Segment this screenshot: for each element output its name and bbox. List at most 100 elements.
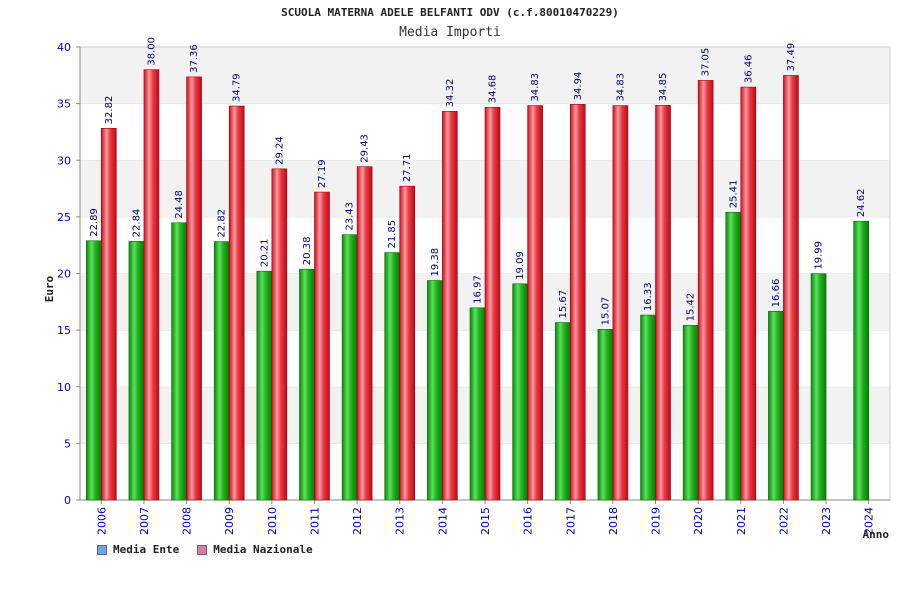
x-tick-label: 2009 — [223, 507, 236, 535]
bar-nazionale-2008 — [186, 76, 202, 501]
data-label-ente: 16.97 — [473, 275, 484, 304]
data-label-ente: 19.38 — [430, 248, 441, 277]
bar-ente-2011 — [299, 268, 315, 501]
x-tick-label: 2017 — [564, 507, 577, 535]
data-label-ente: 15.07 — [600, 297, 611, 326]
x-tick-label: 2018 — [607, 507, 620, 535]
y-tick-label: 0 — [64, 494, 71, 507]
y-tick-label: 15 — [57, 324, 71, 337]
x-tick-label: 2022 — [777, 507, 790, 535]
data-label-nazionale: 36.46 — [743, 54, 754, 83]
y-tick-label: 25 — [57, 211, 71, 224]
data-label-ente: 16.66 — [771, 279, 782, 308]
data-label-nazionale: 29.43 — [360, 134, 371, 163]
bar-ente-2008 — [171, 222, 187, 501]
x-tick-label: 2007 — [138, 507, 151, 535]
x-tick-label: 2015 — [479, 507, 492, 535]
bar-ente-2018 — [597, 329, 614, 501]
bar-nazionale-2013 — [399, 185, 416, 501]
data-label-ente: 22.84 — [131, 209, 142, 238]
x-tick-label: 2016 — [522, 507, 535, 535]
data-label-nazionale: 34.85 — [658, 73, 669, 102]
y-tick-label: 35 — [57, 98, 71, 111]
data-label-nazionale: 34.79 — [232, 73, 243, 102]
bar-ente-2006 — [86, 240, 102, 501]
legend-item-nazionale: Media Nazionale — [197, 543, 313, 556]
bar-ente-2022 — [768, 311, 784, 501]
x-tick-label: 2014 — [436, 507, 449, 535]
x-tick-label: 2008 — [181, 507, 194, 535]
bar-nazionale-2016 — [527, 105, 543, 501]
data-label-nazionale: 27.71 — [402, 154, 413, 183]
data-label-nazionale: 34.32 — [445, 79, 456, 108]
bar-nazionale-2012 — [356, 166, 373, 501]
legend-label-ente: Media Ente — [113, 543, 180, 556]
bar-ente-2007 — [128, 241, 145, 501]
data-label-nazionale: 27.19 — [317, 159, 328, 188]
y-tick-label: 10 — [57, 381, 71, 394]
bar-ente-2023 — [810, 273, 827, 501]
bar-ente-2016 — [512, 283, 528, 501]
data-label-ente: 22.89 — [89, 208, 100, 237]
data-label-ente: 15.42 — [686, 293, 697, 322]
y-tick-label: 20 — [57, 268, 71, 281]
chart-legend: Media Ente Media Nazionale — [97, 543, 313, 556]
bar-nazionale-2009 — [228, 105, 245, 501]
x-tick-label: 2012 — [351, 507, 364, 535]
data-label-ente: 19.09 — [515, 251, 526, 280]
y-axis-label: Euro — [43, 275, 56, 302]
bar-nazionale-2021 — [740, 86, 757, 501]
data-label-nazionale: 29.24 — [274, 136, 285, 165]
bar-ente-2009 — [213, 241, 230, 501]
data-label-ente: 25.41 — [728, 180, 739, 209]
bar-nazionale-2020 — [697, 80, 714, 501]
data-label-nazionale: 34.94 — [573, 72, 584, 101]
chart-title: SCUOLA MATERNA ADELE BELFANTI ODV (c.f.8… — [281, 6, 619, 19]
x-tick-label: 2020 — [692, 507, 705, 535]
x-tick-label: 2010 — [266, 507, 279, 535]
legend-swatch-ente — [97, 544, 107, 555]
data-label-ente: 24.48 — [174, 190, 185, 219]
data-label-nazionale: 37.49 — [786, 43, 797, 72]
data-label-nazionale: 34.83 — [615, 73, 626, 102]
bar-nazionale-2015 — [484, 106, 501, 501]
y-tick-label: 5 — [64, 437, 71, 450]
legend-swatch-nazionale — [197, 544, 208, 555]
bar-ente-2019 — [640, 314, 656, 501]
data-label-ente: 20.21 — [259, 238, 270, 267]
bar-ente-2014 — [427, 280, 443, 501]
bar-ente-2021 — [725, 211, 742, 501]
data-label-ente: 20.38 — [302, 237, 313, 266]
bar-nazionale-2017 — [569, 104, 586, 501]
bar-ente-2015 — [469, 307, 486, 501]
data-label-ente: 22.82 — [217, 209, 228, 238]
data-label-nazionale: 38.00 — [146, 37, 157, 66]
data-label-ente: 19.99 — [814, 241, 825, 270]
bar-nazionale-2006 — [101, 128, 117, 501]
x-tick-label: 2011 — [308, 507, 321, 535]
bar-nazionale-2018 — [612, 105, 629, 501]
bar-nazionale-2011 — [314, 191, 330, 501]
y-tick-label: 30 — [57, 154, 71, 167]
data-label-nazionale: 34.68 — [488, 75, 499, 104]
x-tick-label: 2006 — [95, 507, 108, 535]
bar-nazionale-2010 — [271, 168, 288, 501]
data-label-ente: 24.62 — [856, 189, 867, 218]
data-label-ente: 16.33 — [643, 282, 654, 311]
bar-ente-2017 — [554, 322, 571, 501]
y-tick-label: 40 — [57, 41, 71, 54]
bar-nazionale-2007 — [143, 69, 160, 501]
data-label-ente: 21.85 — [387, 220, 398, 249]
bar-ente-2020 — [682, 325, 699, 501]
x-axis-label: Anno — [863, 528, 890, 541]
x-tick-label: 2019 — [650, 507, 663, 535]
data-label-ente: 15.67 — [558, 290, 569, 319]
bar-nazionale-2014 — [442, 111, 458, 501]
legend-label-nazionale: Media Nazionale — [213, 543, 313, 556]
data-label-nazionale: 37.36 — [189, 44, 200, 73]
data-label-nazionale: 32.82 — [104, 96, 115, 125]
bar-ente-2024 — [853, 220, 869, 501]
bar-ente-2010 — [256, 270, 273, 501]
data-label-nazionale: 37.05 — [701, 48, 712, 77]
